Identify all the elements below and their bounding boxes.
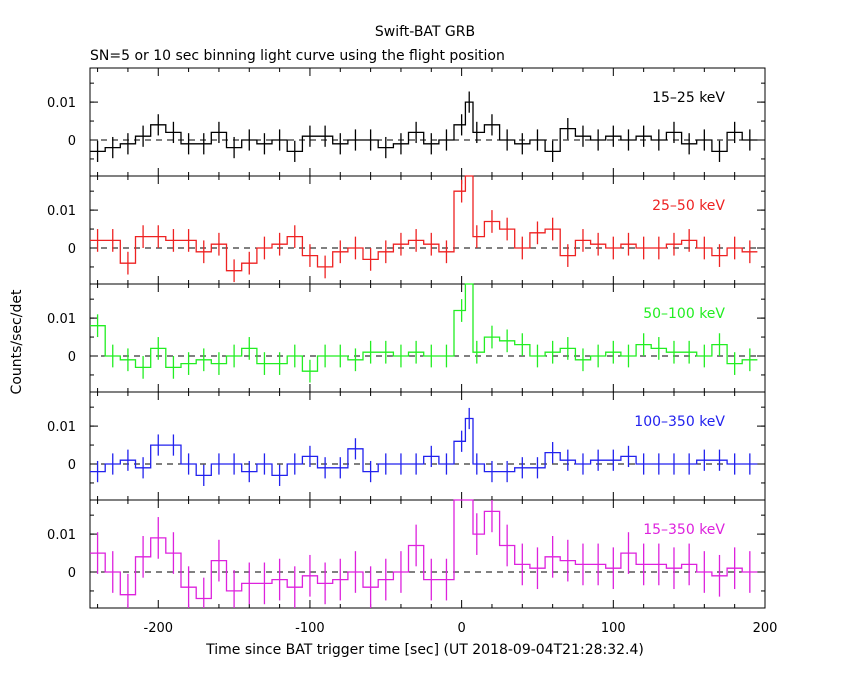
y-tick-label: 0	[68, 350, 76, 365]
x-tick-label: -200	[144, 621, 174, 636]
y-tick-label: 0.01	[47, 96, 76, 111]
x-tick-label: 200	[753, 621, 778, 636]
light-curve-series	[90, 283, 758, 372]
panel-frame	[89, 499, 766, 609]
chart-title: Swift-BAT GRB	[375, 24, 475, 40]
light-curve-series	[90, 417, 758, 477]
y-tick-label: 0.01	[47, 204, 76, 219]
y-tick-label: 0.01	[47, 420, 76, 435]
energy-band-label: 25–50 keV	[652, 198, 725, 214]
panel-2: 0.01 0 25–50 keV	[47, 175, 766, 285]
x-tick-label: -100	[295, 621, 325, 636]
light-curve-series	[90, 101, 758, 153]
y-tick-label: 0.01	[47, 528, 76, 543]
panel-5: 0.01 0 15–350 keV	[47, 499, 766, 609]
energy-band-label: 100–350 keV	[634, 414, 725, 430]
panel-frame	[89, 67, 766, 177]
y-axis-label: Counts/sec/det	[9, 289, 25, 394]
panel-4: 0.01 0 100–350 keV	[47, 391, 766, 501]
light-curve-series	[90, 175, 758, 272]
y-tick-label: 0	[68, 458, 76, 473]
y-tick-label: 0.01	[47, 312, 76, 327]
x-axis-label: Time since BAT trigger time [sec] (UT 20…	[205, 642, 644, 658]
energy-band-label: 15–350 keV	[643, 522, 725, 538]
y-tick-label: 0	[68, 134, 76, 149]
panel-frame	[89, 283, 766, 393]
panel-frame	[89, 391, 766, 501]
x-tick-label: 100	[601, 621, 626, 636]
y-tick-label: 0	[68, 566, 76, 581]
panels: 0.01 0 15–25 keV 0.01 0 25–50 keV 0.01 0 50–100 …	[47, 67, 778, 636]
energy-band-label: 15–25 keV	[652, 90, 725, 106]
panel-3: 0.01 0 50–100 keV	[47, 283, 766, 393]
panel-1: 0.01 0 15–25 keV	[47, 67, 766, 177]
panel-frame	[89, 175, 766, 285]
light-curve-series	[90, 499, 758, 600]
x-tick-label: 0	[457, 621, 465, 636]
y-tick-label: 0	[68, 242, 76, 257]
chart-subtitle: SN=5 or 10 sec binning light curve using…	[90, 48, 505, 64]
energy-band-label: 50–100 keV	[643, 306, 725, 322]
